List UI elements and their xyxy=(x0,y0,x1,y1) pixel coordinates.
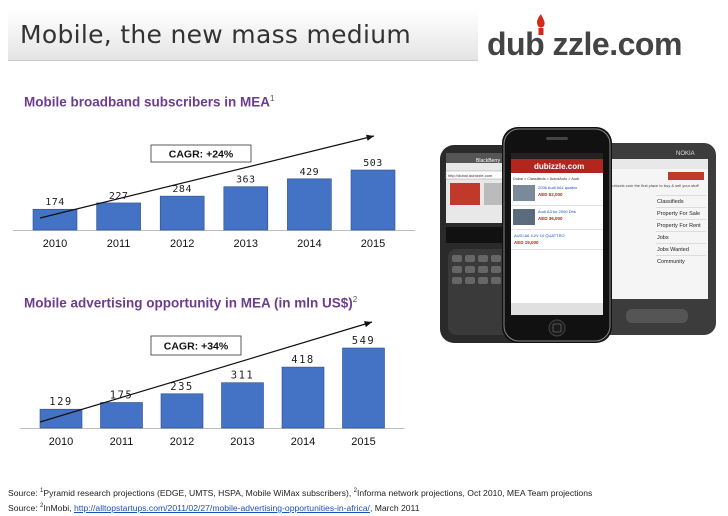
tick-label-2015: 2015 xyxy=(361,238,385,250)
tick-label-2010: 2010 xyxy=(43,238,67,250)
tick-label-2013: 2013 xyxy=(230,436,254,448)
svg-text:dubizzle.com the first place t: dubizzle.com the first place to buy & se… xyxy=(610,183,700,188)
bar-2014 xyxy=(287,178,332,231)
bar-2011 xyxy=(100,402,143,429)
svg-text:Classifieds: Classifieds xyxy=(657,199,684,205)
data-label-2013: 311 xyxy=(231,370,254,382)
data-label-2012: 284 xyxy=(172,184,192,195)
svg-text:2006 Audi A6L quattro: 2006 Audi A6L quattro xyxy=(538,185,578,190)
tick-label-2015: 2015 xyxy=(351,436,375,448)
data-label-2015: 549 xyxy=(352,335,375,347)
data-label-2011: 227 xyxy=(109,191,129,202)
data-label-2012: 235 xyxy=(170,381,193,393)
nokia-phone: NOKIA dubizzle.com the first place to bu… xyxy=(598,143,716,335)
tick-label-2010: 2010 xyxy=(49,436,73,448)
bar-2010 xyxy=(39,408,83,429)
tick-label-2013: 2013 xyxy=(234,238,258,250)
svg-text:Jobs: Jobs xyxy=(657,235,669,241)
svg-text:Audi A3 for 2000 Dhs: Audi A3 for 2000 Dhs xyxy=(538,209,576,214)
chart1-title: Mobile broadband subscribers in MEA1 xyxy=(24,94,275,110)
bar-2015 xyxy=(342,347,385,429)
bar-2011 xyxy=(96,202,141,231)
flame-icon xyxy=(537,14,545,35)
cagr-arrow xyxy=(39,321,373,423)
svg-text:BlackBerry: BlackBerry xyxy=(476,158,501,164)
bar-2012 xyxy=(159,195,205,231)
source-line-1: Source: 1Pyramid research projections (E… xyxy=(8,488,593,498)
tick-label-2011: 2011 xyxy=(110,436,134,448)
tick-label-2012: 2012 xyxy=(170,238,194,250)
bar-2012 xyxy=(160,393,204,429)
data-label-2010: 129 xyxy=(49,396,72,408)
cagr-box xyxy=(150,335,242,356)
bar-2014 xyxy=(281,366,325,429)
bar-2010 xyxy=(32,208,78,231)
iphone-phone: dubizzle.com Dubai > Classifieds > Autos… xyxy=(502,127,612,343)
svg-text:Jobs Wanted: Jobs Wanted xyxy=(657,247,689,253)
tick-label-2014: 2014 xyxy=(297,238,321,250)
tick-label-2014: 2014 xyxy=(291,436,315,448)
cagr-label: CAGR: +24% xyxy=(169,149,234,161)
title-banner xyxy=(8,10,478,61)
chart2-title: Mobile advertising opportunity in MEA (i… xyxy=(24,295,358,311)
cagr-arrow xyxy=(39,134,375,219)
chart2-ad-opportunity: 129 2010 175 2011 235 2012 311 2013 418 2014 549 20… xyxy=(20,321,405,448)
tick-label-2012: 2012 xyxy=(170,436,194,448)
data-label-2014: 429 xyxy=(300,167,320,178)
data-label-2014: 418 xyxy=(291,354,314,366)
page-title: Mobile, the new mass medium xyxy=(20,20,412,49)
svg-text:Community: Community xyxy=(657,259,685,265)
bar-2015 xyxy=(350,169,396,231)
data-label-2015: 503 xyxy=(363,158,383,169)
tick-label-2011: 2011 xyxy=(107,238,131,250)
source-line-2: Source: 2InMobi, http://alltopstartups.c… xyxy=(8,503,420,513)
chart1-subscribers: 174 2010 227 2011 284 2012 363 2013 429 2014 503 20… xyxy=(13,134,415,250)
cagr-box xyxy=(150,144,252,163)
svg-text:http://dubai.dubizzle.com: http://dubai.dubizzle.com xyxy=(448,173,493,178)
brand-logo: dub zzle.com xyxy=(487,26,682,62)
cagr-label: CAGR: +34% xyxy=(164,341,229,353)
svg-text:AUDI A6 4.2V 10 QUATTRO: AUDI A6 4.2V 10 QUATTRO xyxy=(514,233,565,238)
svg-text:Dubai > Classifieds > AutosAut: Dubai > Classifieds > AutosAuto > Audi xyxy=(513,177,579,181)
svg-text:AED 52,000: AED 52,000 xyxy=(538,192,563,197)
svg-text:Property For Sale: Property For Sale xyxy=(657,211,700,217)
svg-text:NOKIA: NOKIA xyxy=(676,151,695,157)
svg-text:Property For Rent: Property For Rent xyxy=(657,223,701,229)
svg-text:AED 36,000: AED 36,000 xyxy=(538,216,563,221)
svg-text:dubizzle.com: dubizzle.com xyxy=(534,162,584,171)
bar-2013 xyxy=(223,186,269,231)
data-label-2010: 174 xyxy=(45,197,65,208)
data-label-2013: 363 xyxy=(236,175,256,186)
svg-text:AED 19,000: AED 19,000 xyxy=(514,240,539,245)
source-link[interactable]: http://alltopstartups.com/2011/02/27/mob… xyxy=(73,503,370,513)
bar-2013 xyxy=(221,382,264,429)
data-label-2011: 175 xyxy=(110,389,133,401)
phones-illustration: BlackBerry http://dubai.dubizzle.com NOK… xyxy=(440,127,716,343)
